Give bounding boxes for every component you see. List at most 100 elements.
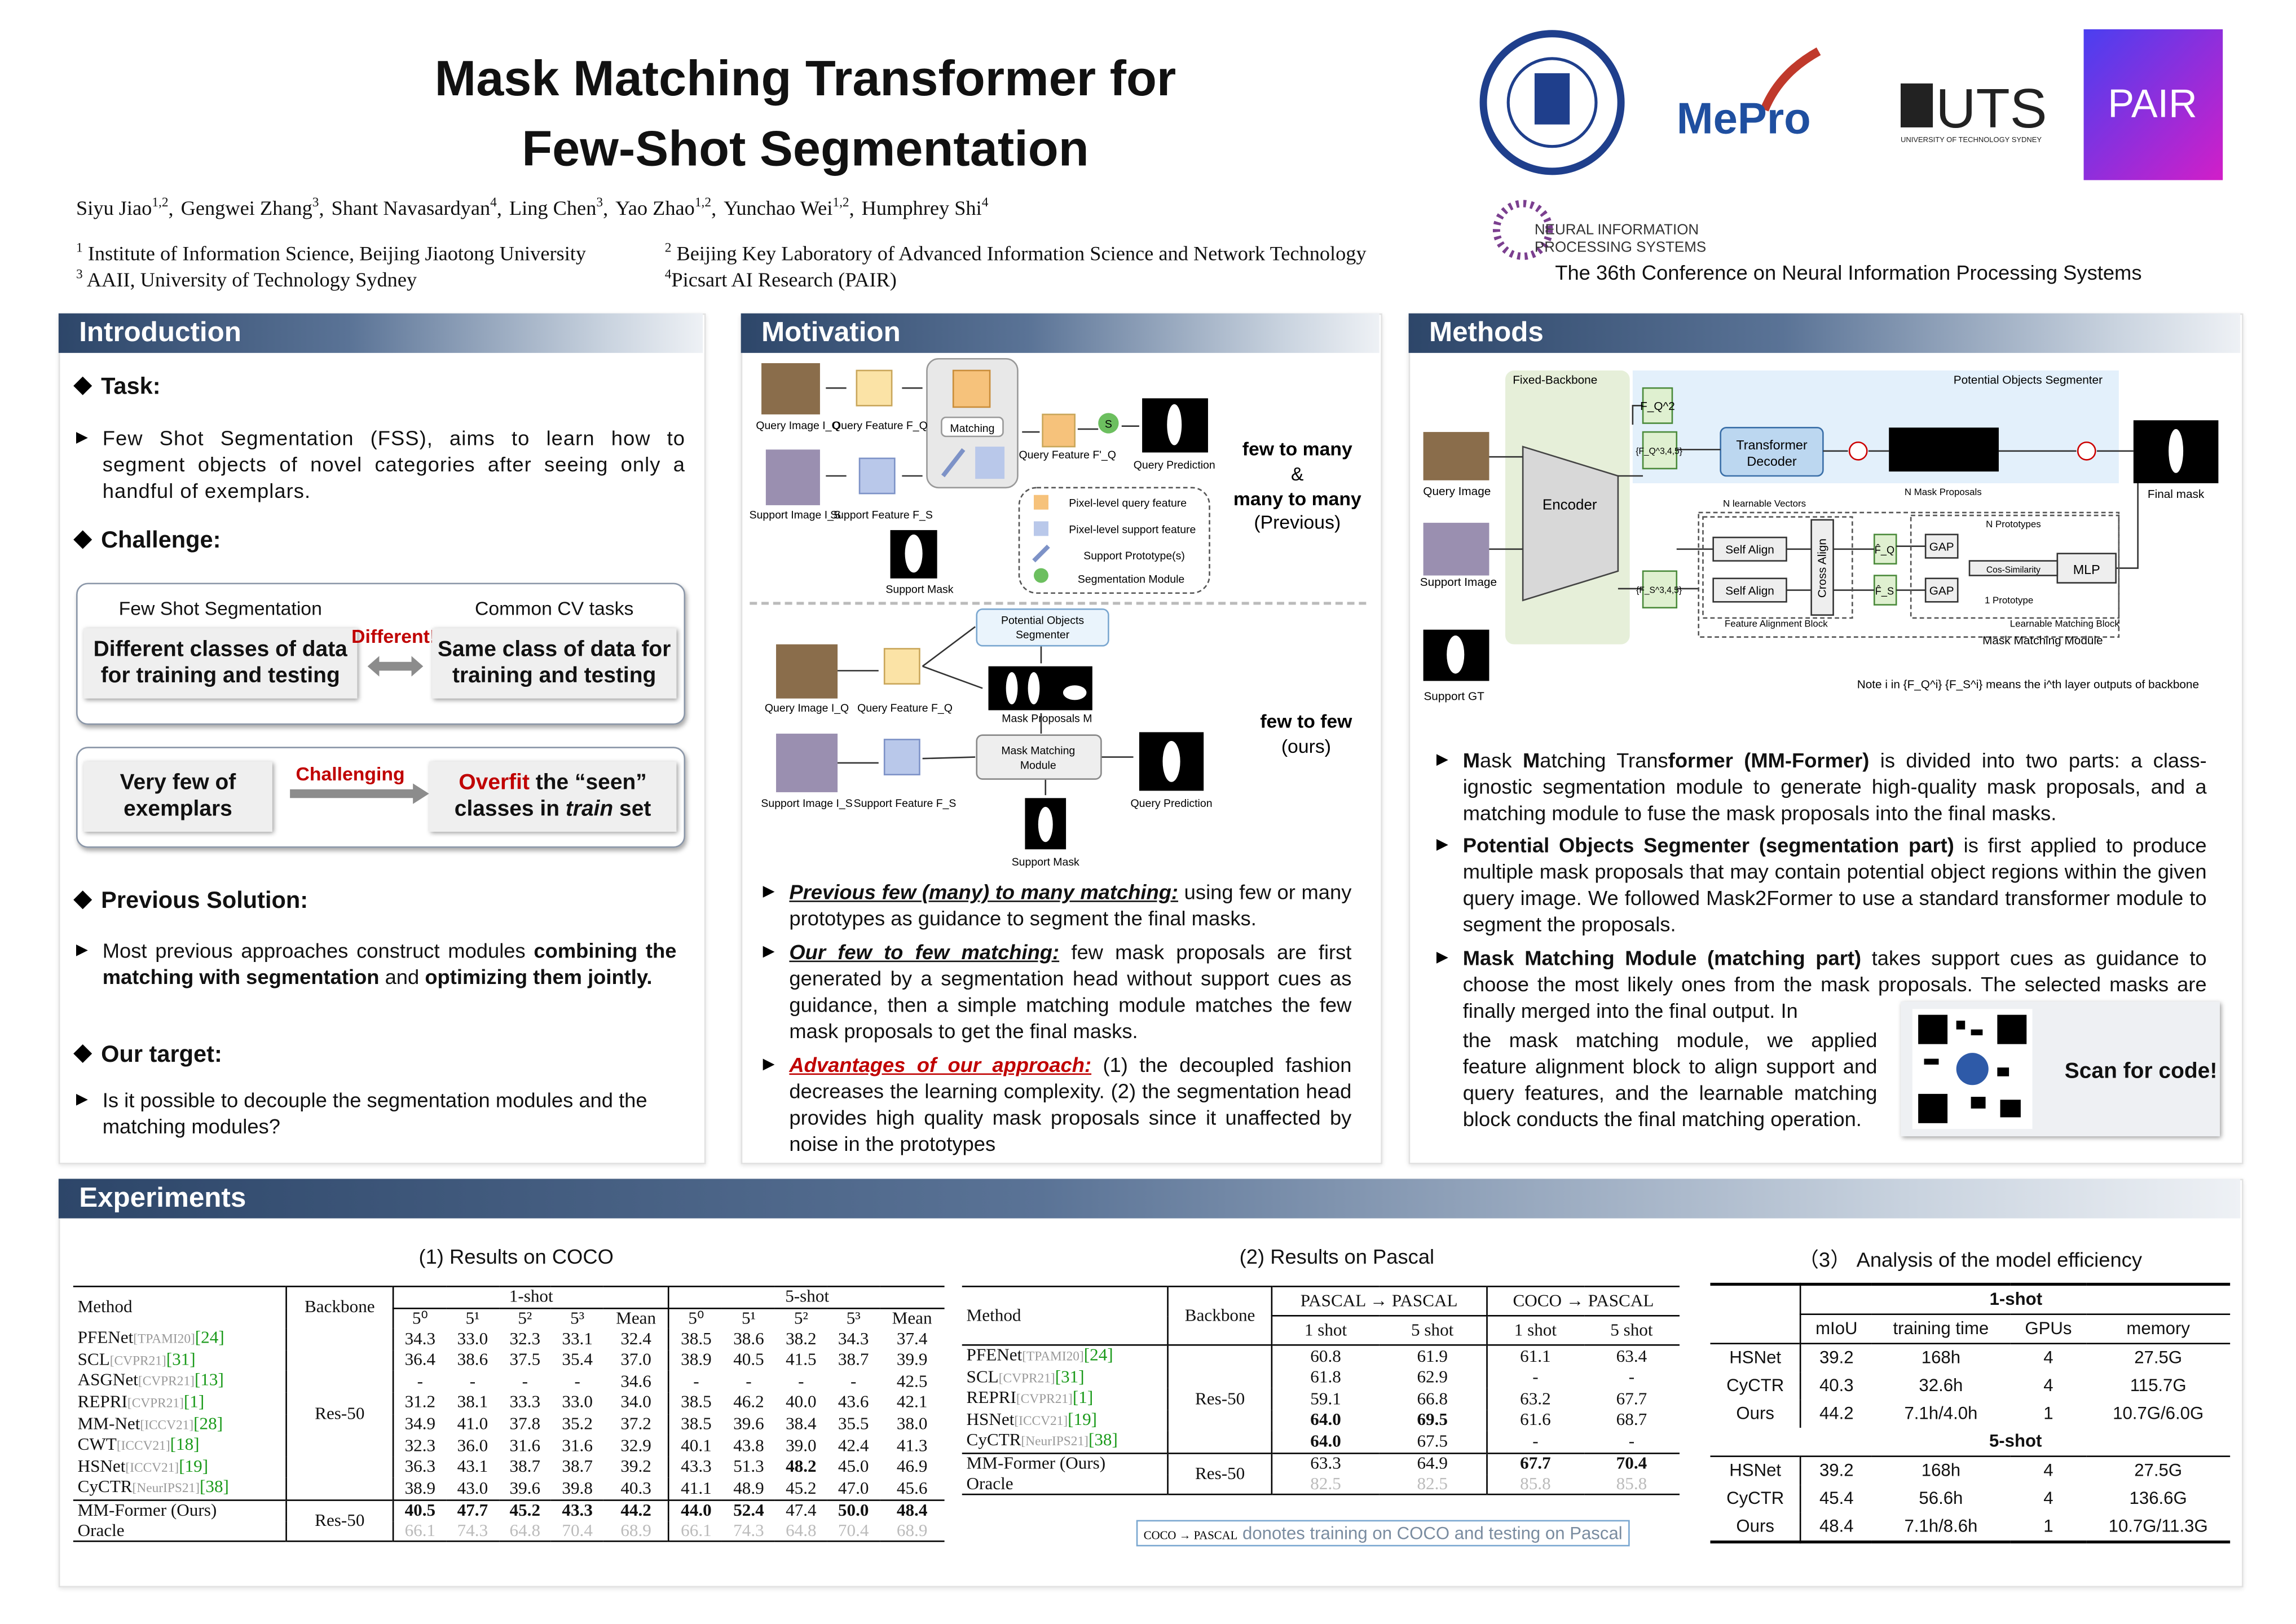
table-cell: 40.5 — [733, 1349, 764, 1370]
table-cell: REPRI[CVPR21][1] — [962, 1387, 1169, 1410]
block: Method Backbone PASCAL → PASCAL COCO → PASC… — [962, 1286, 1680, 1495]
text: Support Mask — [885, 584, 953, 596]
text: 1 Prototype — [1985, 595, 2033, 606]
block: Overfit the “seen” classes in train set — [429, 761, 677, 832]
text: CWT — [77, 1433, 117, 1455]
table-cell: 39.2 — [1819, 1347, 1854, 1368]
text: the mask matching module, we applied fea… — [1462, 1028, 1878, 1131]
table-cell: 39.0 — [786, 1435, 817, 1455]
table-cell: 43.6 — [838, 1392, 869, 1413]
text: Mask Matching Module (matching part) — [1462, 946, 1862, 970]
shape — [858, 457, 896, 495]
text: Cos-Similarity — [1986, 565, 2041, 575]
table-cell: 41.0 — [457, 1413, 488, 1434]
text: CyCTR[NeurIPS21][38] 38.9 43.0 39.6 39.8 40.3… — [73, 1477, 945, 1501]
table-cell: 45.2 — [509, 1499, 541, 1520]
text: is divided into two parts: a class-ignos… — [1462, 748, 2207, 825]
text: Self Align — [1725, 544, 1774, 557]
table-cell: 33.0 — [457, 1327, 488, 1348]
table-cell: 82.5 — [1310, 1472, 1341, 1493]
text: Ling Chen — [509, 198, 597, 221]
shape — [763, 946, 775, 958]
shape — [1997, 1067, 2009, 1076]
text: CyCTR 45.4 56.6h 4 136.6G — [1710, 1485, 2230, 1513]
text: Previous few (many) to many matching: — [789, 880, 1179, 904]
text: Our target: — [101, 1042, 222, 1068]
table-cell: 4 — [2043, 1488, 2053, 1508]
shape — [290, 783, 429, 804]
shape — [2077, 441, 2096, 461]
table-cell: 82.5 — [1417, 1472, 1448, 1493]
text: NEURAL INFORMATION — [1535, 221, 1699, 238]
text: N Prototypes — [1986, 519, 2041, 529]
text: PAIR — [2108, 82, 2197, 126]
table-cell: 42.1 — [896, 1392, 928, 1413]
table-cell: 136.6G — [2129, 1488, 2187, 1508]
text: Feature Alignment Block — [1725, 618, 1828, 629]
shape — [976, 608, 1109, 647]
table-cell: - — [1486, 1367, 1584, 1389]
shape — [1956, 1053, 1989, 1085]
shape — [1900, 83, 1933, 127]
table-cell: 5² — [794, 1307, 808, 1328]
table-cell: 74.3 — [733, 1519, 764, 1540]
text: Potential Objects Segmenter (segmentatio… — [1462, 833, 1954, 857]
table-cell: 1 — [2043, 1402, 2053, 1424]
table-cell: PFENet[TPAMI20][24] — [962, 1344, 1169, 1367]
table-cell: 40.3 — [620, 1477, 651, 1498]
shape — [1167, 404, 1182, 445]
text: [1] — [1072, 1387, 1094, 1408]
table-cell: MM-Net[ICCV21][28] — [73, 1413, 287, 1435]
shape — [1063, 685, 1087, 700]
text: MM-Former (Ours) — [966, 1453, 1106, 1473]
text: SCL[CVPR21][31] 61.8 62.9 - - — [962, 1366, 1680, 1389]
table-cell: 66.1 — [404, 1519, 436, 1540]
text: Note i in {F_Q^i} {F_S^i} means the i^th… — [1857, 678, 2199, 691]
table-cell: 27.5G — [2134, 1460, 2183, 1481]
table-cell: 40.1 — [668, 1435, 723, 1457]
shape — [1712, 536, 1787, 562]
text: HSNet[ICCV21][19] 64.0 69.5 61.6 68.7 — [962, 1409, 1680, 1432]
table-cell: 47.7 — [457, 1499, 488, 1520]
text: [CVPR21] — [138, 1374, 195, 1389]
text: Few-Shot Segmentation — [522, 121, 1089, 178]
text: 3 — [76, 266, 83, 281]
table-cell: 39.2 — [620, 1455, 651, 1477]
text: Query Prediction — [1134, 459, 1215, 471]
table-cell: 46.9 — [896, 1455, 928, 1477]
text: Methods — [1408, 313, 2241, 353]
table-cell: 44.2 — [620, 1499, 651, 1520]
table-cell: 50.0 — [838, 1499, 869, 1520]
table-cell: 45.2 — [786, 1477, 817, 1498]
table-cell: 59.1 — [1310, 1388, 1341, 1409]
table-cell: 34.3 — [838, 1327, 869, 1348]
table-cell: 48.9 — [733, 1477, 764, 1498]
table-cell: 45.6 — [896, 1477, 928, 1498]
shape — [2083, 29, 2223, 180]
table-cell: Res-50 — [1167, 1453, 1272, 1495]
table-cell: 38.9 — [668, 1349, 723, 1371]
text: Query Prediction — [1131, 797, 1213, 810]
text: 3 — [596, 195, 603, 210]
shape — [2056, 553, 2117, 584]
qr-box: Scan for code! — [1900, 1001, 2220, 1137]
text: Ours 48.4 7.1h/8.6h 1 10.7G/11.3G — [1710, 1512, 2230, 1542]
table-cell: 41.3 — [896, 1435, 928, 1455]
text: (2) Results on Pascal — [1239, 1245, 1435, 1268]
table-cell: 35.5 — [838, 1413, 869, 1434]
section-title: Introduction — [58, 313, 703, 353]
table-cell: 43.3 — [668, 1457, 723, 1479]
text: 5-shot — [1710, 1428, 2231, 1457]
text: Support Image I_S — [761, 797, 852, 810]
text: (ours) — [1281, 736, 1331, 757]
shape — [883, 739, 920, 776]
shape — [1702, 516, 1853, 619]
text: (1) the decoupled fashion decreases the … — [789, 1053, 1352, 1155]
table-cell: 31.2 — [404, 1392, 436, 1413]
table-cell: 1 shot — [1486, 1316, 1584, 1345]
shape — [76, 432, 88, 444]
shape — [1712, 519, 2117, 616]
text: [1] — [183, 1391, 205, 1412]
